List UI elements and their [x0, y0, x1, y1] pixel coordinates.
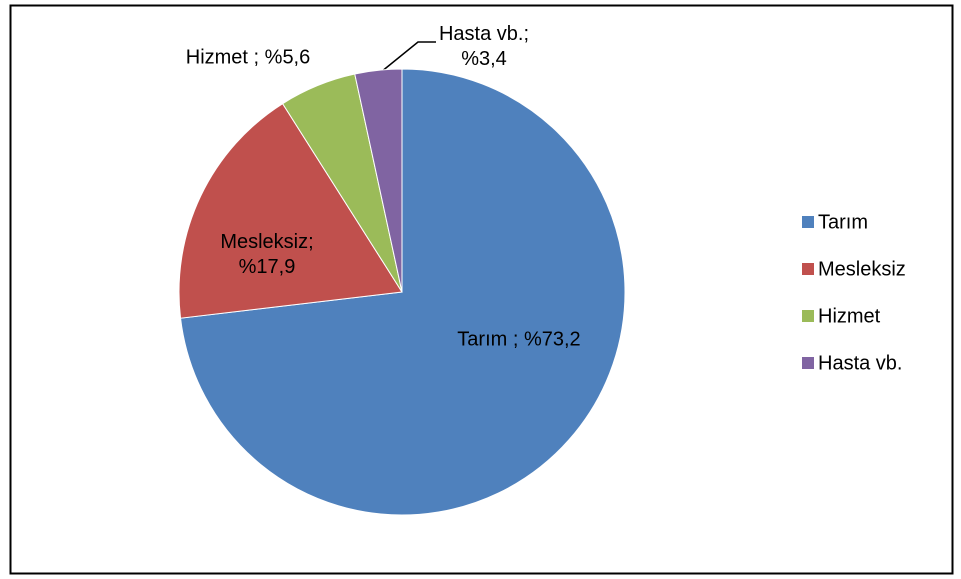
data-label: Mesleksiz; %17,9 — [220, 231, 314, 278]
pie-slice — [354, 68, 403, 293]
legend-swatch — [802, 357, 814, 369]
data-label: Hizmet ; %5,6 — [185, 46, 311, 69]
data-label: Hasta vb.; %3,4 — [438, 23, 530, 70]
pie-slice — [178, 102, 403, 319]
leader-line — [380, 41, 436, 73]
data-label: Tarım ; %73,2 — [457, 328, 581, 351]
legend-label: Tarım — [818, 211, 868, 233]
legend-swatch — [802, 263, 814, 275]
legend-swatch — [802, 310, 814, 322]
pie-slice — [179, 68, 626, 516]
legend-swatch — [802, 216, 814, 228]
legend-label: Mesleksiz — [818, 258, 906, 280]
legend-label: Hasta vb. — [818, 352, 902, 374]
legend-label: Hizmet — [818, 305, 881, 327]
